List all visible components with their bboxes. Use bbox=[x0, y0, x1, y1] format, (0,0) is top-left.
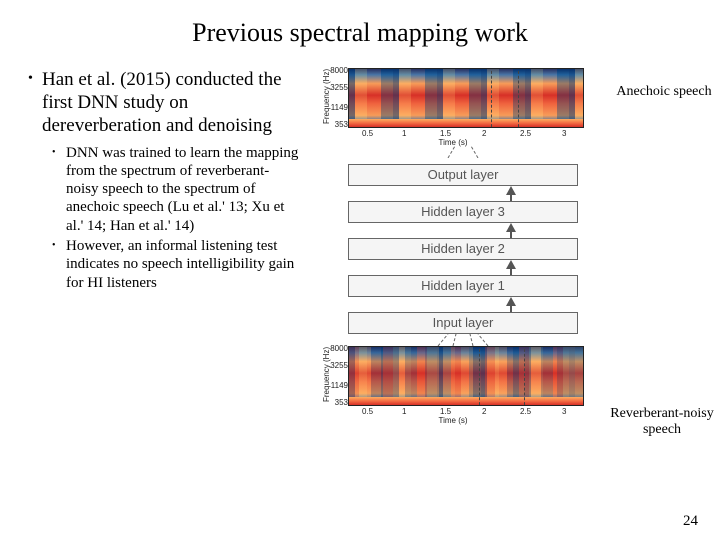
slide-body: • Han et al. (2015) conducted the first … bbox=[0, 48, 720, 498]
bullet-dot-icon: • bbox=[28, 68, 42, 138]
output-layer-box: Output layer bbox=[348, 164, 578, 186]
hidden2-layer-box: Hidden layer 2 bbox=[348, 238, 578, 260]
text-column: • Han et al. (2015) conducted the first … bbox=[28, 68, 308, 498]
sub-bullet-1-text: DNN was trained to learn the mapping fro… bbox=[66, 144, 300, 235]
x-axis-label: Time (s) bbox=[438, 138, 467, 147]
converge-lines-top bbox=[348, 146, 578, 158]
x-tick: 1 bbox=[402, 129, 406, 138]
top-spectrogram: Frequency (Hz) 8000 3255 1149 353 0.5 1 … bbox=[318, 68, 588, 146]
spectrogram-plot bbox=[348, 68, 584, 128]
arrow-up-icon bbox=[506, 223, 516, 232]
x-tick: 2.5 bbox=[520, 129, 531, 138]
sub-bullet-2: • However, an informal listening test in… bbox=[52, 237, 300, 292]
x-tick: 2 bbox=[482, 407, 486, 416]
x-tick: 2.5 bbox=[520, 407, 531, 416]
input-layer-box: Input layer bbox=[348, 312, 578, 334]
y-tick: 353 bbox=[320, 398, 348, 407]
x-tick: 1 bbox=[402, 407, 406, 416]
x-tick: 0.5 bbox=[362, 407, 373, 416]
bullet-main-text: Han et al. (2015) conducted the first DN… bbox=[42, 68, 300, 138]
x-tick: 0.5 bbox=[362, 129, 373, 138]
arrow-up-icon bbox=[506, 186, 516, 195]
x-tick: 1.5 bbox=[440, 129, 451, 138]
sub-bullet-2-text: However, an informal listening test indi… bbox=[66, 237, 300, 292]
x-axis-label: Time (s) bbox=[438, 416, 467, 425]
arrow-up-icon bbox=[506, 260, 516, 269]
y-axis-label: Frequency (Hz) bbox=[322, 347, 331, 402]
hidden1-layer-box: Hidden layer 1 bbox=[348, 275, 578, 297]
y-tick: 3255 bbox=[320, 83, 348, 92]
sub-bullet-list: • DNN was trained to learn the mapping f… bbox=[52, 144, 300, 292]
bottom-spectrogram-annotation: Reverberant-noisy speech bbox=[606, 406, 718, 438]
x-tick: 3 bbox=[562, 407, 566, 416]
slide-title: Previous spectral mapping work bbox=[0, 0, 720, 48]
converge-lines-bottom bbox=[348, 334, 578, 346]
page-number: 24 bbox=[683, 513, 698, 530]
x-tick: 2 bbox=[482, 129, 486, 138]
frame-highlight bbox=[491, 68, 519, 128]
bullet-dot-icon: • bbox=[52, 237, 66, 292]
y-tick: 1149 bbox=[320, 103, 348, 112]
y-tick: 8000 bbox=[320, 66, 348, 75]
bottom-spectrogram: Frequency (Hz) 8000 3255 1149 353 0.5 1 … bbox=[318, 346, 588, 424]
x-tick: 3 bbox=[562, 129, 566, 138]
x-tick: 1.5 bbox=[440, 407, 451, 416]
y-tick: 8000 bbox=[320, 344, 348, 353]
y-tick: 1149 bbox=[320, 381, 348, 390]
y-tick: 3255 bbox=[320, 361, 348, 370]
y-axis-label: Frequency (Hz) bbox=[322, 69, 331, 124]
sub-bullet-1: • DNN was trained to learn the mapping f… bbox=[52, 144, 300, 235]
bullet-main: • Han et al. (2015) conducted the first … bbox=[28, 68, 300, 138]
spectrogram-plot bbox=[348, 346, 584, 406]
frame-highlight bbox=[479, 346, 525, 406]
y-tick: 353 bbox=[320, 120, 348, 129]
top-spectrogram-annotation: Anechoic speech bbox=[614, 84, 714, 100]
hidden3-layer-box: Hidden layer 3 bbox=[348, 201, 578, 223]
bullet-dot-icon: • bbox=[52, 144, 66, 235]
diagram-column: Frequency (Hz) 8000 3255 1149 353 0.5 1 … bbox=[308, 68, 710, 498]
arrow-up-icon bbox=[506, 297, 516, 306]
